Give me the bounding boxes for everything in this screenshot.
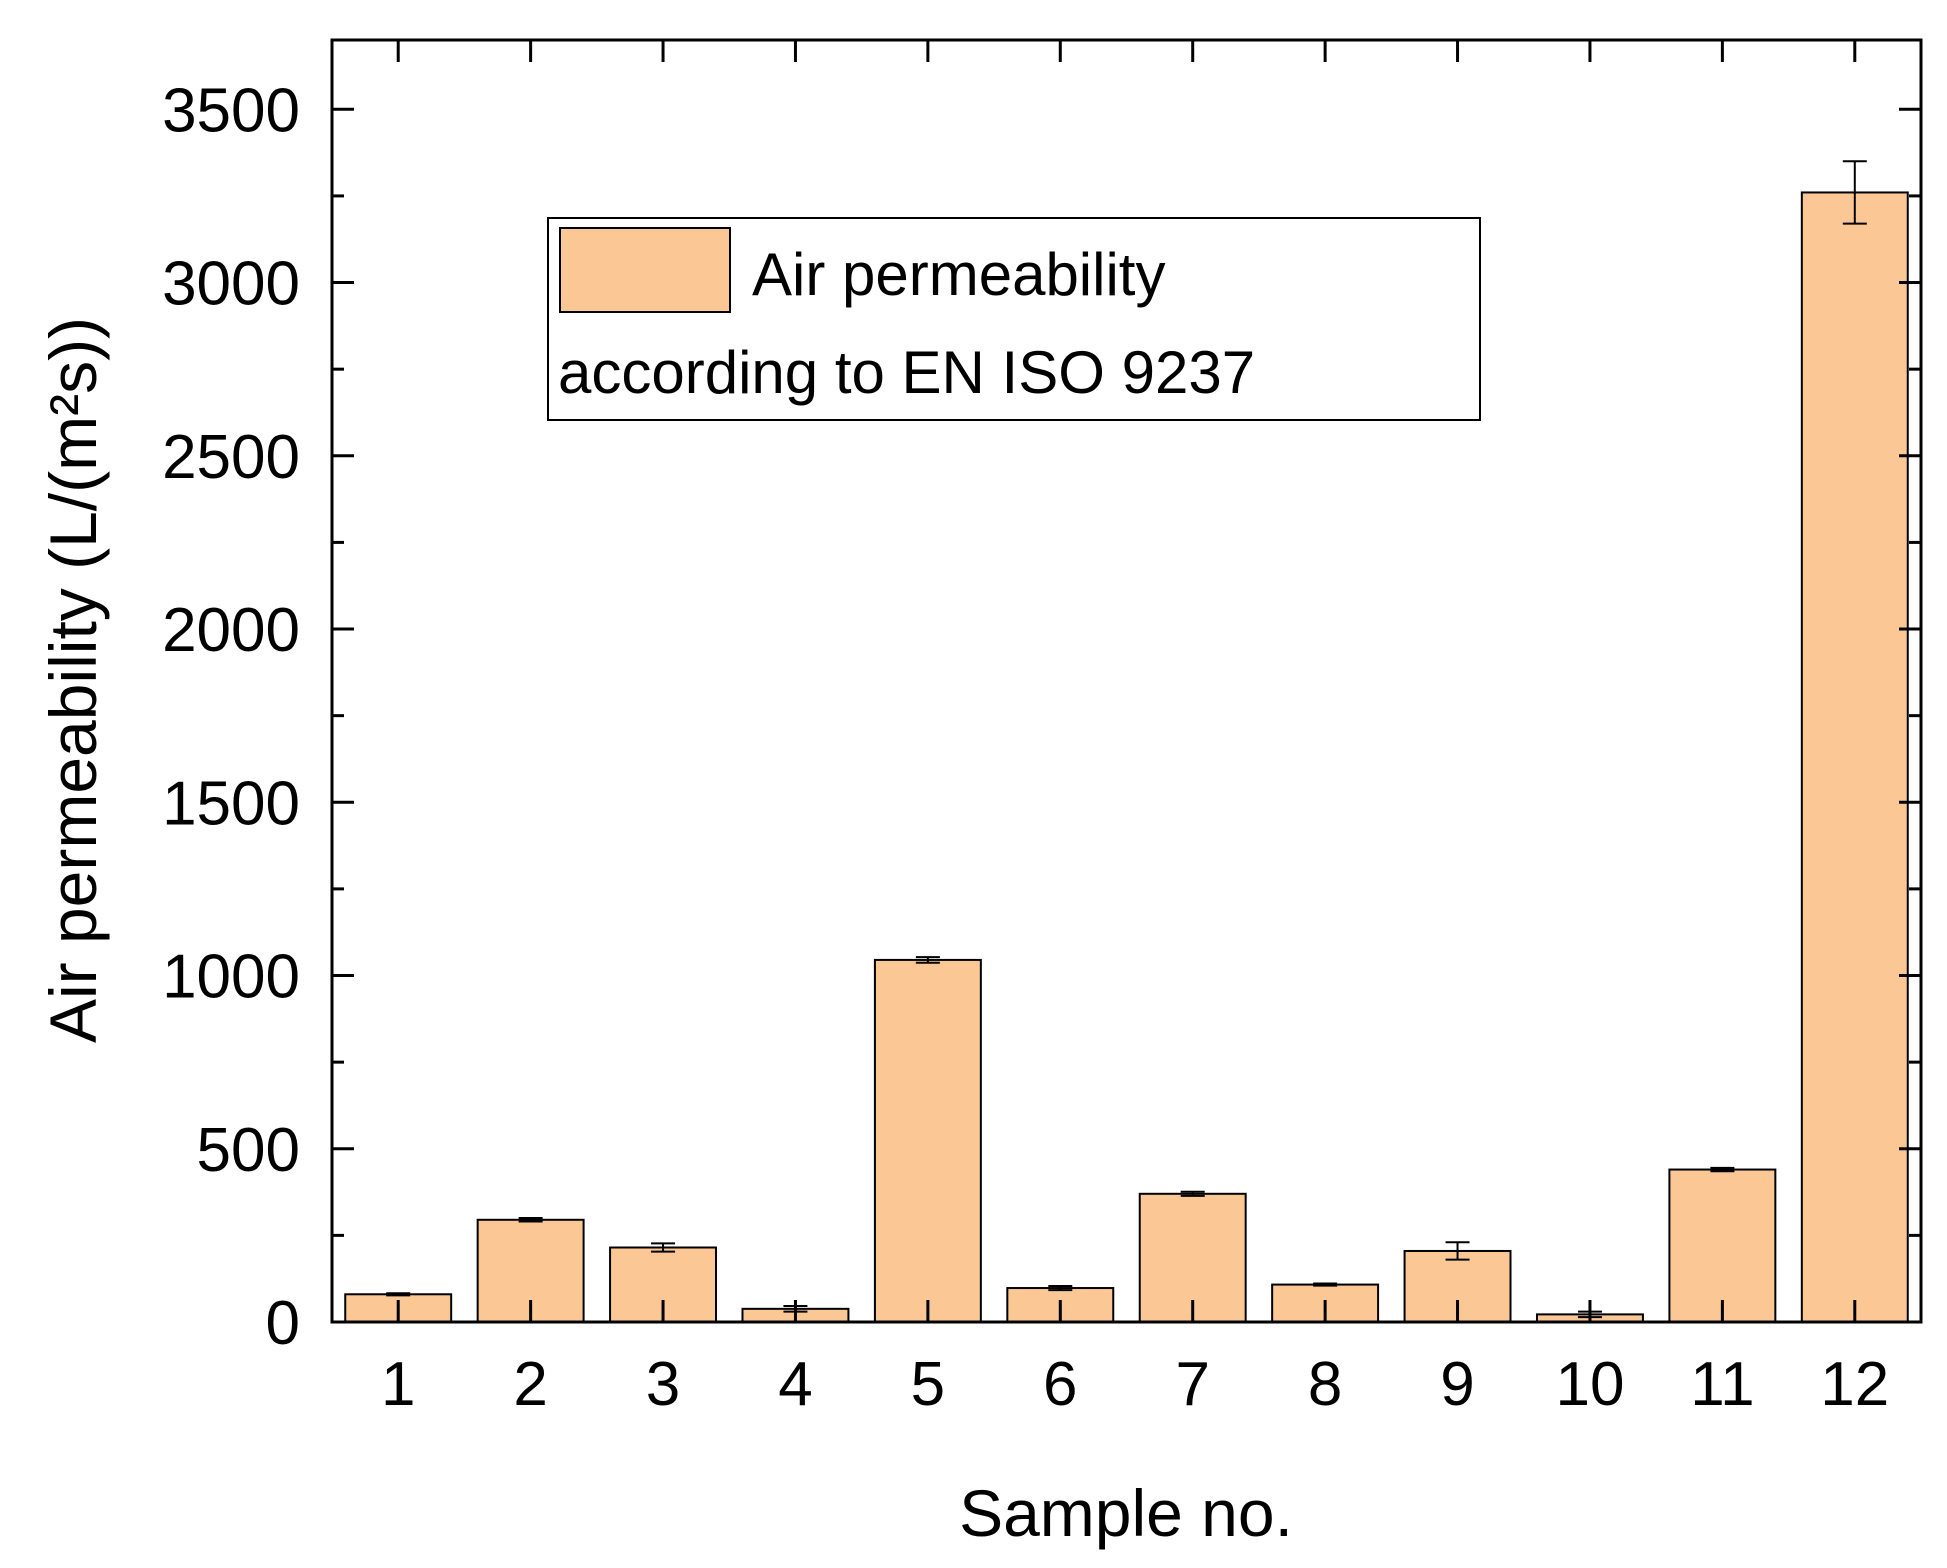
x-tick-label: 3	[646, 1350, 680, 1419]
errorbar-5	[915, 956, 940, 964]
y-axis-title: Air permeability (L/(m²s))	[36, 317, 110, 1043]
x-tick-label: 6	[1043, 1350, 1077, 1419]
y-tick-label: 3000	[162, 250, 300, 319]
legend-label-line2: according to EN ISO 9237	[558, 339, 1255, 406]
x-tick-label: 7	[1175, 1350, 1209, 1419]
x-tick-label: 8	[1308, 1350, 1342, 1419]
legend: Air permeability according to EN ISO 923…	[547, 217, 1481, 421]
bar-12	[1800, 191, 1909, 1323]
errorbar-6	[1048, 1284, 1073, 1292]
x-axis-title: Sample no.	[959, 1476, 1293, 1550]
x-ticks: 1 2 3 4 5 6 7 8 9 10 11 12	[381, 40, 1889, 1419]
errorbars-layer	[386, 160, 1867, 1319]
x-tick-label: 5	[911, 1350, 945, 1419]
x-tick-label: 10	[1555, 1350, 1624, 1419]
legend-swatch	[559, 227, 731, 313]
errorbar-7	[1180, 1190, 1205, 1197]
y-tick-label: 500	[197, 1116, 300, 1185]
y-tick-label: 1000	[162, 943, 300, 1012]
bar-11	[1668, 1168, 1777, 1323]
y-tick-label: 2500	[162, 423, 300, 492]
y-ticks: 0 500 1000 1500 2000 2500 3000 3500	[162, 76, 1921, 1358]
errorbar-2	[518, 1217, 543, 1223]
x-tick-label: 9	[1440, 1350, 1474, 1419]
legend-label-line1: Air permeability	[752, 241, 1165, 308]
y-tick-label: 3500	[162, 76, 300, 145]
y-tick-label: 0	[266, 1289, 300, 1358]
x-tick-label: 4	[778, 1350, 812, 1419]
x-tick-label: 1	[381, 1350, 415, 1419]
errorbar-8	[1313, 1282, 1338, 1287]
x-tick-label: 2	[513, 1350, 547, 1419]
errorbar-12	[1842, 160, 1867, 225]
y-tick-label: 1500	[162, 769, 300, 838]
x-tick-label: 12	[1820, 1350, 1889, 1419]
errorbar-11	[1710, 1166, 1735, 1173]
plot-frame	[330, 38, 1923, 1324]
errorbar-1	[386, 1292, 411, 1297]
errorbar-3	[651, 1242, 676, 1253]
y-tick-label: 2000	[162, 596, 300, 665]
x-tick-label: 11	[1690, 1350, 1754, 1419]
bar-5	[873, 958, 982, 1323]
errorbar-9	[1445, 1241, 1470, 1261]
